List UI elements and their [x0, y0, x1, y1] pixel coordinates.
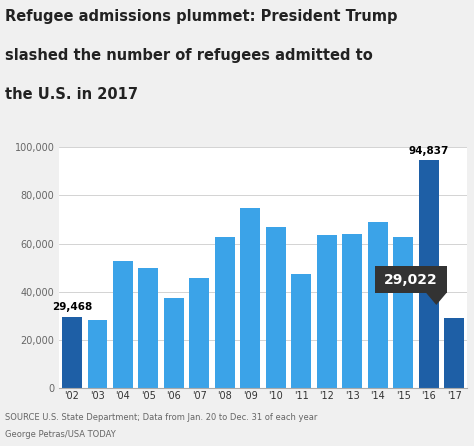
FancyBboxPatch shape [375, 266, 447, 293]
Bar [62, 317, 82, 388]
Bar [292, 274, 311, 388]
Bar [113, 261, 133, 388]
Bar [368, 223, 388, 388]
Bar [342, 234, 362, 388]
Text: 29,468: 29,468 [52, 302, 92, 312]
Bar [164, 297, 184, 388]
Text: slashed the number of refugees admitted to: slashed the number of refugees admitted … [5, 48, 373, 63]
Bar [88, 320, 108, 388]
Bar [138, 268, 158, 388]
Bar [240, 208, 260, 388]
Bar [393, 237, 413, 388]
Text: George Petras/USA TODAY: George Petras/USA TODAY [5, 430, 116, 439]
Polygon shape [426, 293, 447, 305]
Text: Refugee admissions plummet: President Trump: Refugee admissions plummet: President Tr… [5, 9, 397, 24]
Bar [190, 278, 210, 388]
Text: 94,837: 94,837 [409, 146, 449, 156]
Bar [419, 160, 438, 388]
Text: 29,022: 29,022 [384, 273, 438, 287]
Bar [444, 318, 464, 388]
Bar [317, 235, 337, 388]
Text: SOURCE U.S. State Department; Data from Jan. 20 to Dec. 31 of each year: SOURCE U.S. State Department; Data from … [5, 413, 317, 421]
Text: the U.S. in 2017: the U.S. in 2017 [5, 87, 138, 102]
Bar [215, 237, 235, 388]
Bar [266, 227, 286, 388]
